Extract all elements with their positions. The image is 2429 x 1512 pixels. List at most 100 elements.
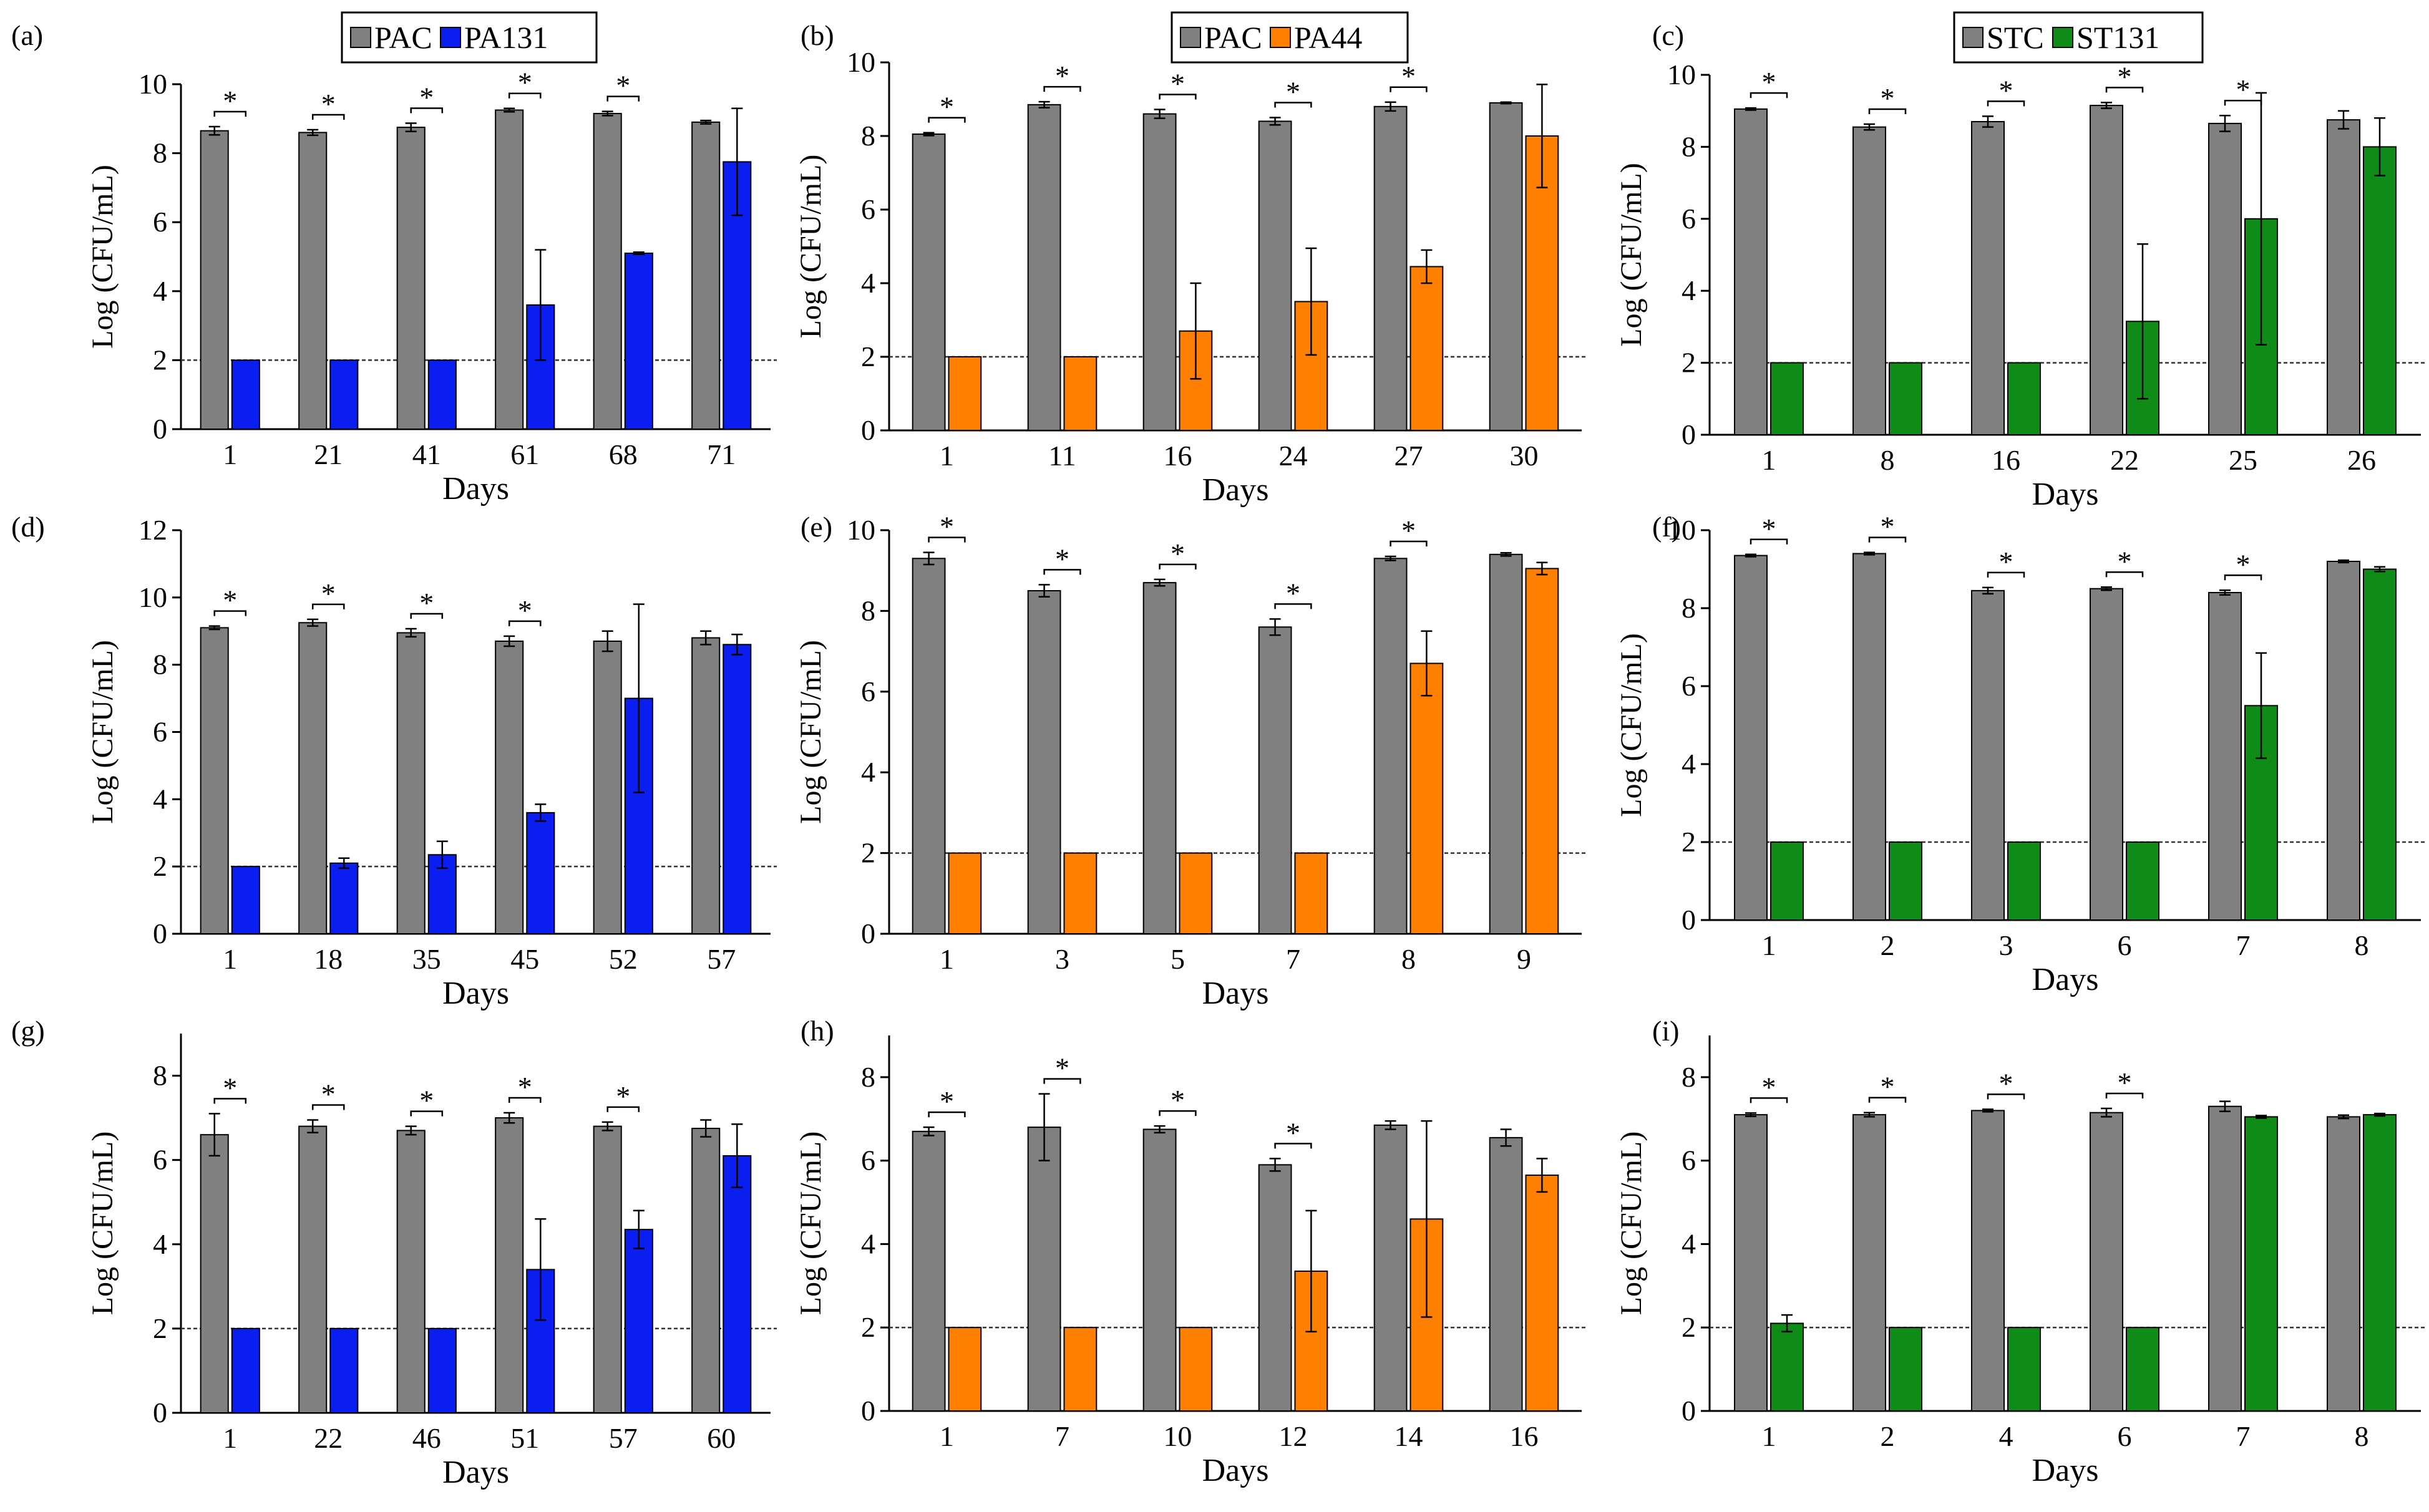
- y-tick-label: 4: [861, 756, 875, 788]
- significance-bracket: [213, 1098, 247, 1104]
- bar-pa131-day-45: [526, 812, 555, 935]
- significance-bracket: [1750, 538, 1788, 545]
- bar-stc-day-7: [2208, 1105, 2242, 1412]
- y-axis-title: Log (CFU/mL): [794, 155, 827, 339]
- x-tick-label: 8: [1881, 444, 1895, 476]
- y-tick-label: 0: [153, 918, 167, 949]
- significance-star: *: [940, 1085, 954, 1117]
- y-tick-label: 4: [1682, 274, 1696, 306]
- bar-pac-day-1: [200, 1134, 229, 1413]
- bar-pac-day-61: [495, 109, 524, 430]
- significance-star: *: [1762, 1071, 1776, 1103]
- chart-panel-4: (d) 0 2 4 6 8 10 12 Log (CFU/mL) * 1 * 18 * 35 * 45 52 57 D…: [11, 511, 777, 1011]
- significance-star: *: [1881, 511, 1895, 543]
- bar-stc-day-8: [2327, 561, 2360, 921]
- bar-stc-day-3: [1971, 589, 2005, 921]
- chart-panel-6: (f) 0 2 4 6 8 10 Log (CFU/mL) * 1 * 2 * 3 * 6 * 7 8 Days: [1615, 511, 2427, 997]
- significance-bracket: [606, 1106, 640, 1112]
- bar-pa44-day-10: [1179, 1327, 1213, 1412]
- x-tick-label: 57: [609, 1422, 638, 1454]
- significance-bracket: [1987, 100, 2025, 107]
- bar-pac-day-22: [298, 1125, 328, 1413]
- bar-pac-day-11: [1027, 104, 1061, 432]
- x-tick-label: 8: [1401, 943, 1416, 975]
- bar-st131-day-4: [2007, 1327, 2041, 1412]
- significance-star: *: [321, 88, 336, 120]
- bar-stc-day-4: [1971, 1110, 2005, 1412]
- x-axis-title: Days: [1202, 1453, 1269, 1488]
- bar-st131-day-26: [2363, 146, 2397, 435]
- x-tick-label: 46: [412, 1422, 441, 1454]
- y-tick-label: 0: [1682, 419, 1696, 450]
- bar-pac-day-7: [1027, 1127, 1061, 1412]
- y-tick-label: 8: [1682, 130, 1696, 162]
- significance-bracket: [1043, 569, 1081, 575]
- y-tick-label: 4: [861, 267, 875, 299]
- x-tick-label: 14: [1395, 1420, 1423, 1452]
- significance-bracket: [1159, 94, 1197, 100]
- x-tick-label: 7: [2236, 929, 2251, 961]
- x-tick-label: 52: [609, 943, 638, 975]
- legend-swatch: [2052, 27, 2073, 48]
- significance-star: *: [616, 70, 630, 102]
- significance-bracket: [311, 603, 345, 609]
- y-axis-title: Log (CFU/mL): [1615, 163, 1648, 347]
- significance-bracket: [410, 613, 444, 619]
- legend-swatch: [1270, 27, 1291, 48]
- bar-pac-day-18: [298, 622, 328, 934]
- panel-label: (d): [11, 511, 45, 543]
- significance-star: *: [2118, 61, 2132, 92]
- legend-label: PAC: [374, 20, 432, 55]
- significance-bracket: [1390, 86, 1428, 92]
- significance-bracket: [1390, 540, 1428, 547]
- y-tick-label: 8: [861, 594, 875, 626]
- bar-stc-day-22: [2090, 105, 2123, 436]
- chart-panel-3: (c) 0 2 4 6 8 10 Log (CFU/mL) * 1 * 8 * 16 * 22 * 25 26 Day…: [1615, 19, 2427, 512]
- y-tick-label: 4: [153, 275, 167, 307]
- significance-star: *: [1762, 513, 1776, 545]
- significance-bracket: [2105, 1092, 2144, 1099]
- bar-pac-day-1: [200, 130, 229, 430]
- x-tick-label: 2: [1881, 929, 1895, 961]
- x-tick-label: 60: [707, 1422, 736, 1454]
- y-axis-title: Log (CFU/mL): [86, 640, 119, 824]
- significance-bracket: [213, 610, 247, 616]
- x-tick-label: 27: [1395, 440, 1423, 472]
- bar-pac-day-5: [1142, 582, 1177, 934]
- y-tick-label: 10: [1667, 59, 1696, 90]
- bar-pac-day-57: [593, 1125, 622, 1413]
- x-axis-title: Days: [442, 1455, 509, 1490]
- bar-st131-day-6: [2126, 841, 2159, 921]
- significance-star: *: [1881, 82, 1895, 114]
- bar-pac-day-45: [495, 640, 524, 935]
- bar-pa131-day-1: [231, 866, 260, 934]
- x-tick-label: 1: [1762, 444, 1776, 476]
- significance-star: *: [1999, 1067, 2013, 1099]
- y-tick-label: 2: [1682, 826, 1696, 858]
- bar-stc-day-2: [1852, 1114, 1886, 1412]
- significance-bracket: [1750, 1097, 1788, 1103]
- significance-bracket: [508, 1097, 542, 1103]
- x-tick-label: 16: [1164, 440, 1192, 472]
- y-axis-title: Log (CFU/mL): [794, 1132, 827, 1316]
- panel-label: (f): [1652, 511, 1681, 543]
- significance-bracket: [311, 114, 345, 120]
- bar-pa131-day-41: [427, 359, 457, 430]
- bar-pa44-day-8: [1409, 662, 1444, 934]
- bar-pac-day-30: [1489, 102, 1523, 431]
- y-axis-title: Log (CFU/mL): [1615, 1132, 1648, 1316]
- x-tick-label: 71: [707, 439, 736, 470]
- bar-pac-day-21: [298, 132, 328, 430]
- significance-star: *: [419, 587, 434, 619]
- bar-pac-day-10: [1142, 1128, 1177, 1412]
- significance-star: *: [223, 1072, 237, 1103]
- x-tick-label: 1: [223, 439, 237, 470]
- x-tick-label: 35: [412, 943, 441, 975]
- x-tick-label: 3: [1055, 943, 1069, 975]
- x-tick-label: 26: [2347, 444, 2376, 476]
- bar-stc-day-8: [2327, 1116, 2360, 1412]
- y-tick-label: 8: [1682, 592, 1696, 624]
- significance-star: *: [1999, 546, 2013, 578]
- significance-star: *: [1286, 577, 1300, 609]
